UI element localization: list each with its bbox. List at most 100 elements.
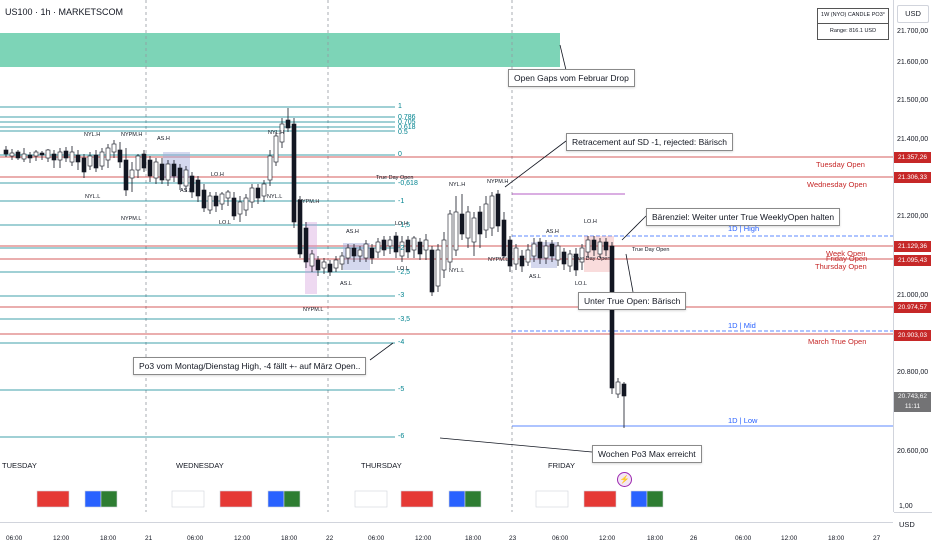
time-tick: 12:00 <box>53 535 70 542</box>
label-nypm-high-2: NYPM.H <box>298 199 320 205</box>
price-tick: 21.500,00 <box>897 97 929 104</box>
session-color-marker <box>354 490 388 508</box>
indicator-title: 1W (NYO) CANDLE PO3° <box>821 12 885 18</box>
candle-body <box>399 241 405 257</box>
lower-pane-scale[interactable]: 1,00 USD <box>894 503 932 550</box>
candle-body <box>351 247 357 257</box>
candle-body <box>369 247 375 259</box>
currency-button[interactable]: USD <box>897 5 929 23</box>
candle-body <box>495 193 501 227</box>
candle-body <box>459 213 465 235</box>
candle-body <box>21 153 27 160</box>
flash-event-icon[interactable]: ⚡ <box>617 472 632 487</box>
indicator-divider <box>818 23 888 24</box>
sd-level-05: 0.5 <box>398 129 408 136</box>
callout-retracement[interactable]: Retracement auf SD -1, rejected: Bärisch <box>566 133 733 151</box>
callout-connector <box>625 253 634 293</box>
candle-body <box>207 195 213 211</box>
session-color-marker <box>583 490 617 508</box>
label-week-open: Week Open <box>826 249 866 258</box>
label-nyl-high: NYL.H <box>84 132 101 138</box>
callout-open-gaps[interactable]: Open Gaps vom Februar Drop <box>508 69 635 87</box>
time-tick: 12:00 <box>234 535 251 542</box>
current-price: 20.743,62 <box>898 393 927 400</box>
candle-body <box>147 159 153 177</box>
price-tick: 21.600,00 <box>897 59 929 66</box>
candle-body <box>273 135 279 163</box>
price-tag-level: 20.974,57 <box>894 302 931 313</box>
label-friday-open: Friday Open <box>826 254 868 263</box>
candle-body <box>27 154 33 159</box>
price-tick: 21.400,00 <box>897 136 929 143</box>
label-as-high: AS.H <box>157 136 170 142</box>
label-as-low-3: AS.L <box>529 274 541 280</box>
candle-body <box>567 253 573 267</box>
callout-unter-true-open[interactable]: Unter True Open: Bärisch <box>578 292 687 310</box>
sd-level-1: 1 <box>398 103 402 110</box>
time-axis[interactable] <box>0 522 893 550</box>
candle-body <box>279 123 285 143</box>
sd-level-m6: -6 <box>398 433 405 440</box>
candle-body <box>477 211 483 235</box>
label-nypm-low-2: NYPM.L <box>303 307 324 313</box>
label-march-true-open: March True Open <box>808 337 867 346</box>
label-nyl-low-2: NYL.L <box>267 194 283 200</box>
label-as-low-2: AS.L <box>340 281 352 287</box>
candle-body <box>447 213 453 263</box>
day-label-thursday: THURSDAY <box>361 461 402 470</box>
time-tick: 26 <box>690 535 698 542</box>
time-tick: 18:00 <box>828 535 845 542</box>
sd-level-m35: -3,5 <box>398 316 411 323</box>
lower-pane-scale-value: 1,00 <box>899 503 913 510</box>
label-tuesday-open: Tuesday Open <box>816 160 865 169</box>
sd-level-m1: -1 <box>398 198 405 205</box>
candle-body <box>165 163 171 181</box>
label-lo-low-3: LO.L <box>575 281 587 287</box>
label-1d-low: 1D | Low <box>728 416 758 425</box>
main-chart-pane[interactable]: US100 · 1h · MARKETSCOM 1W (NYO) CANDLE … <box>0 0 893 512</box>
session-color-marker <box>535 490 569 508</box>
time-tick: 18:00 <box>465 535 482 542</box>
candle-body <box>555 245 561 261</box>
label-nyl-high-3: NYL.H <box>449 182 466 188</box>
label-nyl-low: NYL.L <box>85 194 101 200</box>
callout-po3-montag[interactable]: Po3 vom Montag/Dienstag High, -4 fällt +… <box>133 357 367 375</box>
sd-level-0: 0 <box>398 151 402 158</box>
candle-body <box>219 193 225 205</box>
candle-body <box>465 211 471 239</box>
candle-body <box>357 249 363 257</box>
candle-body <box>537 241 543 259</box>
label-as-high-3: AS.H <box>546 229 559 235</box>
candle-body <box>81 157 87 173</box>
candle-body <box>423 239 429 251</box>
candle-body <box>297 199 303 255</box>
candle-body <box>243 197 249 211</box>
price-tick: 21.700,00 <box>897 28 929 35</box>
session-color-marker <box>448 490 466 508</box>
time-tick: 06:00 <box>552 535 569 542</box>
candle-body <box>201 189 207 209</box>
session-color-marker <box>100 490 118 508</box>
candle-body <box>87 155 93 167</box>
candle-body <box>525 249 531 263</box>
time-tick: 12:00 <box>415 535 432 542</box>
candle-body <box>375 241 381 253</box>
open-gap-zone <box>0 33 560 67</box>
label-as-low: AS.L <box>180 188 192 194</box>
candle-body <box>501 219 507 257</box>
candle-body <box>117 149 123 163</box>
candle-body <box>393 235 399 253</box>
price-tick: 21.000,00 <box>897 292 929 299</box>
candle-body <box>435 249 441 287</box>
callout-baerenziel[interactable]: Bärenziel: Weiter unter True WeeklyOpen … <box>646 208 841 226</box>
chart-canvas[interactable] <box>0 0 893 512</box>
callout-wochen-po3[interactable]: Wochen Po3 Max erreicht <box>592 445 702 463</box>
label-lo-high-3: LO.H <box>584 219 597 225</box>
candle-body <box>411 237 417 251</box>
candle-body <box>483 203 489 231</box>
session-color-marker <box>84 490 102 508</box>
symbol-title[interactable]: US100 · 1h · MARKETSCOM <box>5 7 124 17</box>
candle-body <box>333 259 339 269</box>
candle-body <box>255 187 261 199</box>
candle-body <box>579 247 585 263</box>
